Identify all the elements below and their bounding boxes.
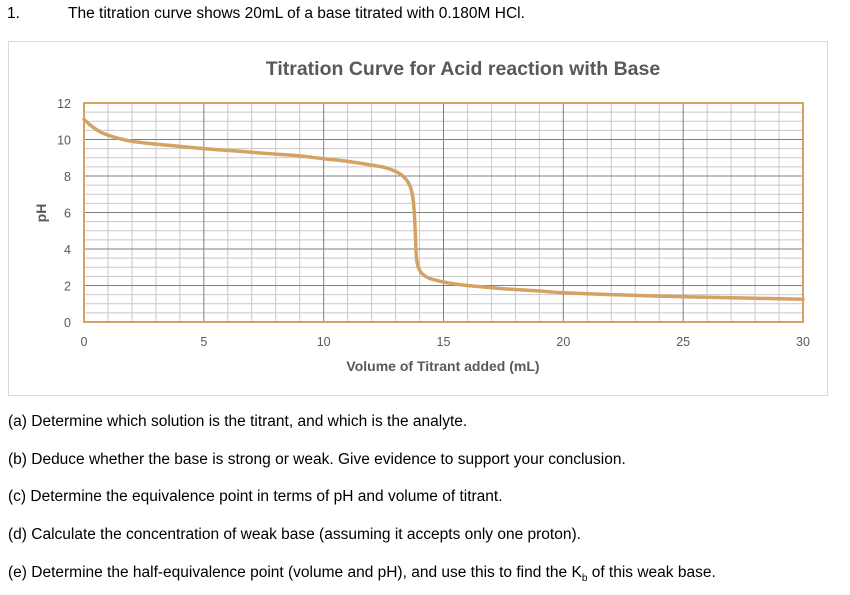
- y-tick-label: 6: [64, 207, 71, 221]
- x-tick-label: 30: [796, 335, 810, 349]
- sub-question-a: (a) Determine which solution is the titr…: [8, 413, 468, 430]
- x-tick-label: 0: [81, 335, 88, 349]
- y-tick-label: 12: [57, 97, 71, 111]
- titration-curve: [82, 117, 805, 301]
- y-tick-label: 10: [57, 134, 71, 148]
- y-tick-label: 8: [64, 170, 71, 184]
- sub-question-e-text: (e) Determine the half-equivalence point…: [8, 564, 582, 581]
- x-tick-label: 10: [317, 335, 331, 349]
- chart-title: Titration Curve for Acid reaction with B…: [266, 58, 661, 80]
- sub-question-e: (e) Determine the half-equivalence point…: [8, 564, 716, 584]
- sub-question-b: (b) Deduce whether the base is strong or…: [8, 451, 626, 468]
- y-axis-label: pH: [33, 204, 49, 223]
- x-axis-label: Volume of Titrant added (mL): [346, 358, 539, 374]
- question-stem: The titration curve shows 20mL of a base…: [68, 5, 525, 22]
- chart-container: Titration Curve for Acid reaction with B…: [8, 41, 828, 396]
- y-tick-label: 0: [64, 316, 71, 330]
- kb-subscript: b: [581, 573, 588, 585]
- question-number: 1.: [7, 5, 20, 22]
- y-axis-ticks: 0 2 4 6 8 10 12: [57, 97, 71, 330]
- sub-question-c: (c) Determine the equivalence point in t…: [8, 488, 503, 505]
- x-tick-label: 20: [556, 335, 570, 349]
- major-gridlines: [83, 102, 804, 323]
- plot-area-border: [83, 102, 804, 323]
- sub-question-d: (d) Calculate the concentration of weak …: [8, 526, 581, 543]
- x-tick-label: 5: [200, 335, 207, 349]
- y-tick-label: 4: [64, 243, 71, 257]
- sub-question-e-tail: of this weak base.: [587, 564, 716, 581]
- x-tick-label: 15: [437, 335, 451, 349]
- x-axis-ticks: 0 5 10 15 20 25 30: [81, 335, 810, 349]
- x-tick-label: 25: [676, 335, 690, 349]
- titration-chart: Titration Curve for Acid reaction with B…: [33, 58, 810, 374]
- y-tick-label: 2: [64, 280, 71, 294]
